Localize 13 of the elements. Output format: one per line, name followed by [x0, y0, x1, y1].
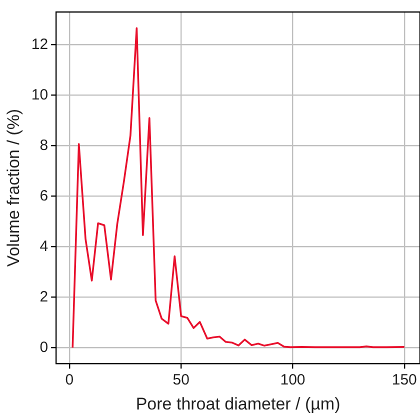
x-tick-label: 150: [392, 372, 417, 389]
y-tick-label: 2: [40, 288, 48, 306]
y-tick-label: 4: [40, 238, 48, 255]
x-tick-label: 0: [65, 372, 74, 389]
y-tick-label: 12: [31, 36, 48, 53]
x-tick-label: 100: [280, 372, 306, 389]
x-tick-label: 50: [172, 372, 190, 389]
y-axis-title: Volume fraction / (%): [4, 108, 23, 267]
y-tick-label: 6: [40, 187, 48, 204]
y-tick-label: 0: [40, 338, 48, 356]
y-tick-label: 8: [40, 136, 48, 154]
x-axis-title: Pore throat diameter / (µm): [136, 394, 340, 414]
y-tick-label: 10: [31, 86, 48, 104]
